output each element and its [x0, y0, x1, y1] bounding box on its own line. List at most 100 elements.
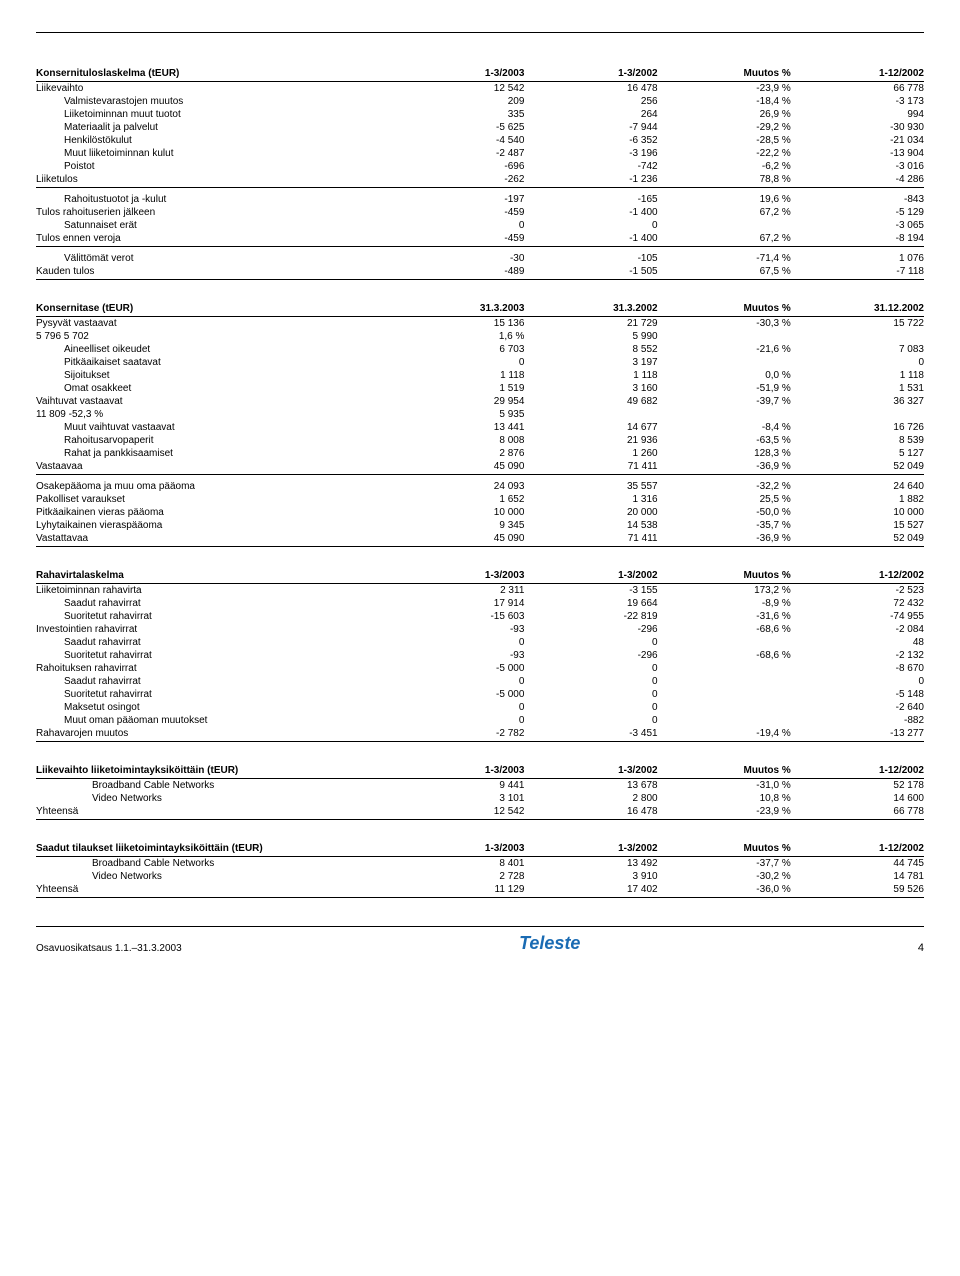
cell-value: 0	[791, 356, 924, 369]
table-row: Muut oman pääoman muutokset00-882	[36, 714, 924, 727]
cell-value: -15 603	[391, 610, 524, 623]
cell-value: 0	[391, 219, 524, 232]
cell-value: -23,9 %	[658, 805, 791, 820]
cell-value: -5 000	[391, 688, 524, 701]
cell-value	[658, 662, 791, 675]
table-row: Kauden tulos-489-1 50567,5 %-7 118	[36, 265, 924, 280]
table-row: Liiketoiminnan muut tuotot33526426,9 %99…	[36, 108, 924, 121]
table-row: Rahat ja pankkisaamiset2 8761 260128,3 %…	[36, 447, 924, 460]
table-title: Konsernitase (tEUR)	[36, 302, 391, 317]
column-header: 1-3/2002	[524, 842, 657, 857]
column-header: Muutos %	[658, 302, 791, 317]
row-label: Suoritetut rahavirrat	[36, 688, 391, 701]
cell-value	[658, 408, 791, 421]
cell-value: 52 049	[791, 532, 924, 547]
cell-value: 72 432	[791, 597, 924, 610]
cell-value: 66 778	[791, 805, 924, 820]
cell-value: 16 478	[524, 82, 657, 96]
cell-value: 209	[391, 95, 524, 108]
table-row: Saadut rahavirrat000	[36, 675, 924, 688]
cell-value: -30 930	[791, 121, 924, 134]
row-label: Vastaavaa	[36, 460, 391, 475]
table-row: Suoritetut rahavirrat-5 0000 -5 148	[36, 688, 924, 701]
cell-value: -6,2 %	[658, 160, 791, 173]
cell-value: 14 538	[524, 519, 657, 532]
row-label: Rahoitustuotot ja -kulut	[36, 188, 391, 207]
cell-value: -21 034	[791, 134, 924, 147]
cell-value: -6 352	[524, 134, 657, 147]
table-row: Muut liiketoiminnan kulut-2 487-3 196-22…	[36, 147, 924, 160]
row-label: Rahoitusarvopaperit	[36, 434, 391, 447]
cell-value: 21 936	[524, 434, 657, 447]
cell-value: 128,3 %	[658, 447, 791, 460]
row-label: Muut liiketoiminnan kulut	[36, 147, 391, 160]
cell-value: -30	[391, 247, 524, 266]
cell-value: 13 492	[524, 857, 657, 871]
cell-value: -696	[391, 160, 524, 173]
cell-value: -93	[391, 623, 524, 636]
cell-value: -5 625	[391, 121, 524, 134]
table-title: Konsernituloslaskelma (tEUR)	[36, 67, 391, 82]
cell-value: 36 327	[791, 395, 924, 408]
table-title: Rahavirtalaskelma	[36, 569, 391, 584]
cell-value: -8 670	[791, 662, 924, 675]
cell-value: 35 557	[524, 475, 657, 494]
cell-value: 15 722	[791, 317, 924, 331]
cell-value: -3 065	[791, 219, 924, 232]
cell-value: -19,4 %	[658, 727, 791, 742]
row-label: Välittömät verot	[36, 247, 391, 266]
cell-value: -262	[391, 173, 524, 188]
table-row: Tulos rahoituserien jälkeen-459-1 40067,…	[36, 206, 924, 219]
cell-value: -7 944	[524, 121, 657, 134]
cell-value: 1 316	[524, 493, 657, 506]
cell-value: -30,3 %	[658, 317, 791, 331]
row-label: Yhteensä	[36, 883, 391, 898]
brand-logo: Teleste	[519, 933, 580, 954]
cell-value: -8 194	[791, 232, 924, 247]
cell-value: -3 451	[524, 727, 657, 742]
cell-value: 0	[524, 688, 657, 701]
row-label: Broadband Cable Networks	[36, 857, 391, 871]
cell-value: 67,5 %	[658, 265, 791, 280]
cell-value: 5 127	[791, 447, 924, 460]
table-row: Pitkäaikainen vieras pääoma10 00020 000-…	[36, 506, 924, 519]
cell-value: 0	[391, 714, 524, 727]
row-label: Pitkäaikainen vieras pääoma	[36, 506, 391, 519]
cell-value: 67,2 %	[658, 206, 791, 219]
row-label: Tulos rahoituserien jälkeen	[36, 206, 391, 219]
row-label: Yhteensä	[36, 805, 391, 820]
financial-table: Rahavirtalaskelma1-3/20031-3/2002Muutos …	[36, 569, 924, 742]
cell-value: 1 076	[791, 247, 924, 266]
cell-value: -35,7 %	[658, 519, 791, 532]
cell-value: 71 411	[524, 532, 657, 547]
table-row: Saadut rahavirrat17 91419 664-8,9 %72 43…	[36, 597, 924, 610]
cell-value: 14 677	[524, 421, 657, 434]
cell-value: -8,4 %	[658, 421, 791, 434]
cell-value: 52 049	[791, 460, 924, 475]
table-row: Broadband Cable Networks8 40113 492-37,7…	[36, 857, 924, 871]
cell-value: 10,8 %	[658, 792, 791, 805]
cell-value: -459	[391, 206, 524, 219]
cell-value: -32,2 %	[658, 475, 791, 494]
table-row: Investointien rahavirrat-93-296-68,6 %-2…	[36, 623, 924, 636]
table-row: Muut vaihtuvat vastaavat13 44114 677-8,4…	[36, 421, 924, 434]
cell-value: -18,4 %	[658, 95, 791, 108]
cell-value: 66 778	[791, 82, 924, 96]
column-header: Muutos %	[658, 569, 791, 584]
row-label: Poistot	[36, 160, 391, 173]
row-label: Rahat ja pankkisaamiset	[36, 447, 391, 460]
cell-value: 3 101	[391, 792, 524, 805]
cell-value: -31,0 %	[658, 779, 791, 793]
cell-value	[791, 330, 924, 343]
row-label: Broadband Cable Networks	[36, 779, 391, 793]
row-label: Video Networks	[36, 870, 391, 883]
column-header: 1-3/2003	[391, 842, 524, 857]
table-row: 11 809 -52,3 %5 935	[36, 408, 924, 421]
row-label: Vastattavaa	[36, 532, 391, 547]
row-label: Omat osakkeet	[36, 382, 391, 395]
cell-value: 26,9 %	[658, 108, 791, 121]
cell-value: 2 876	[391, 447, 524, 460]
cell-value: 16 478	[524, 805, 657, 820]
cell-value: -197	[391, 188, 524, 207]
cell-value: -5 148	[791, 688, 924, 701]
